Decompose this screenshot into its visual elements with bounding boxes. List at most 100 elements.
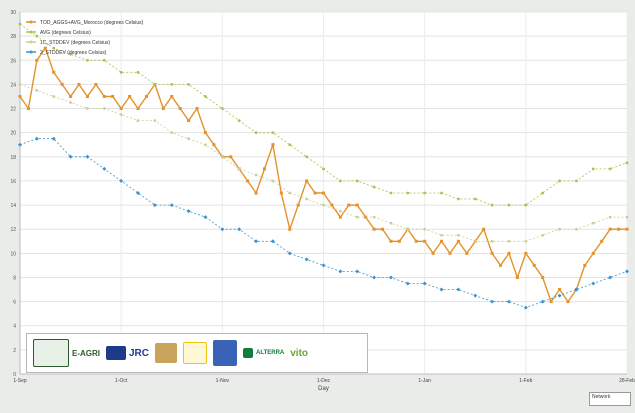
data-point	[523, 305, 528, 310]
data-point	[608, 275, 613, 280]
data-point	[144, 94, 148, 98]
data-point	[397, 239, 401, 243]
data-point	[271, 143, 275, 147]
logo-strip: E-AGRI JRC ALTERRA vito	[26, 333, 368, 373]
data-point	[364, 215, 368, 219]
data-point	[566, 300, 570, 304]
x-tick-label: 28-Feb	[619, 378, 635, 384]
partner-logo-2	[183, 342, 208, 364]
legend-marker	[29, 20, 33, 24]
data-point	[313, 191, 317, 195]
data-point	[465, 251, 469, 255]
y-tick-label: 12	[10, 227, 16, 233]
data-point	[237, 227, 242, 232]
data-point	[287, 251, 292, 256]
data-point	[456, 287, 461, 292]
data-point	[119, 107, 123, 111]
data-point	[372, 185, 376, 189]
map-logo	[213, 340, 238, 366]
data-point	[389, 191, 393, 195]
data-point	[35, 89, 39, 92]
data-point	[18, 94, 22, 98]
y-tick-label: 28	[10, 34, 16, 40]
data-point	[204, 95, 207, 98]
alterra-logo: ALTERRA	[243, 348, 284, 358]
data-point	[473, 197, 477, 201]
data-point	[506, 299, 511, 304]
data-point	[43, 46, 47, 50]
data-point	[77, 82, 81, 86]
data-point	[187, 119, 191, 123]
data-point	[574, 287, 579, 292]
data-point	[406, 227, 410, 231]
y-tick-label: 14	[10, 203, 16, 209]
data-point	[524, 251, 528, 255]
data-point	[558, 179, 561, 183]
data-point	[170, 131, 174, 135]
data-point	[406, 191, 410, 195]
data-point	[473, 293, 478, 298]
y-tick-label: 4	[13, 324, 16, 330]
data-point	[254, 191, 258, 195]
data-point	[18, 142, 22, 147]
data-point	[296, 203, 300, 207]
data-point	[558, 227, 561, 231]
data-point	[388, 275, 393, 280]
data-point	[169, 203, 174, 208]
data-point	[254, 131, 258, 135]
data-point	[170, 94, 174, 98]
y-tick-label: 8	[13, 275, 16, 281]
data-point	[102, 58, 106, 62]
legend-label: 1C_STDDEV (degrees Celsius)	[40, 40, 110, 46]
data-point	[119, 113, 123, 116]
y-tick-label: 2	[13, 348, 16, 354]
data-point	[355, 179, 359, 183]
data-point	[490, 239, 494, 243]
data-point	[456, 239, 460, 243]
data-point	[583, 263, 587, 267]
data-point	[507, 203, 511, 207]
data-point	[482, 227, 486, 231]
data-point	[608, 167, 612, 171]
x-tick-label: 1-Dec	[317, 378, 331, 384]
data-point	[119, 178, 124, 183]
data-point	[136, 191, 141, 195]
x-tick-label: 1-Oct	[115, 378, 128, 384]
data-point	[423, 227, 427, 231]
data-point	[372, 275, 377, 280]
data-point	[52, 95, 56, 98]
data-point	[178, 107, 182, 111]
data-point	[195, 107, 199, 111]
data-point	[220, 155, 224, 159]
data-point	[456, 197, 460, 201]
data-point	[102, 94, 106, 98]
data-point	[473, 239, 477, 243]
data-point	[187, 83, 191, 86]
data-point	[288, 191, 292, 195]
legend-label: AVG (degrees Celsius)	[40, 30, 91, 36]
x-tick-label: 1-Feb	[519, 378, 532, 384]
data-point	[507, 239, 511, 243]
y-tick-label: 6	[13, 300, 16, 306]
data-point	[439, 287, 444, 292]
data-point	[86, 107, 89, 110]
data-point	[507, 251, 511, 255]
data-point	[405, 281, 410, 286]
data-point	[18, 83, 22, 86]
data-point	[541, 191, 545, 195]
data-point	[541, 275, 545, 279]
data-point	[440, 191, 443, 195]
data-point	[102, 107, 106, 110]
data-point	[69, 101, 72, 104]
data-point	[440, 239, 444, 243]
data-point	[220, 107, 224, 110]
data-point	[304, 257, 309, 262]
data-point	[608, 227, 612, 231]
data-point	[161, 107, 165, 111]
data-point	[186, 209, 191, 214]
data-point	[203, 215, 208, 220]
data-point	[262, 167, 266, 171]
data-point	[575, 179, 578, 183]
data-point	[625, 161, 629, 165]
data-point	[338, 269, 343, 274]
